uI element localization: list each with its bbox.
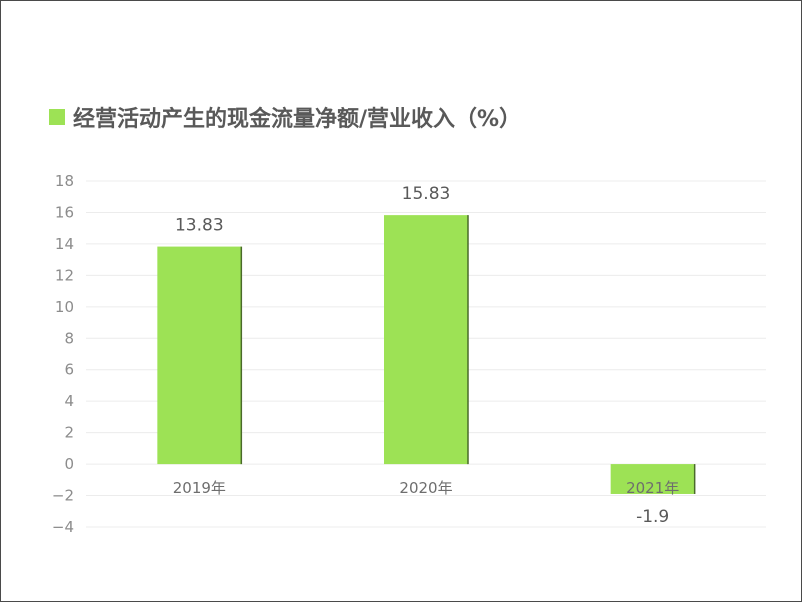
- y-tick-label-7: 4: [64, 392, 74, 410]
- y-tick-label-0: 18: [55, 172, 74, 190]
- data-label-2: -1.9: [636, 507, 669, 527]
- y-tick-label-5: 8: [64, 329, 74, 347]
- category-label-0: 2019年: [173, 479, 226, 497]
- bar-1: [384, 215, 468, 465]
- y-tick-label-1: 16: [55, 203, 74, 221]
- y-tick-label-8: 2: [64, 424, 74, 442]
- chart-title: 经营活动产生的现金流量净额/营业收入（%）: [73, 107, 522, 132]
- legend-swatch: [49, 109, 65, 125]
- y-tick-label-2: 14: [55, 235, 74, 253]
- y-tick-label-4: 10: [55, 298, 74, 316]
- bar-2: [610, 464, 695, 494]
- y-tick-label-11: −4: [52, 518, 74, 536]
- y-tick-label-10: −2: [52, 487, 74, 505]
- y-tick-label-3: 12: [55, 266, 74, 284]
- data-label-0: 13.83: [175, 216, 224, 236]
- bar-0: [157, 246, 242, 465]
- y-tick-label-6: 6: [64, 361, 74, 379]
- category-label-2: 2021年: [626, 479, 679, 497]
- chart-header: 经营活动产生的现金流量净额/营业收入（%）: [49, 101, 521, 133]
- category-label-1: 2020年: [399, 479, 452, 497]
- y-tick-label-9: 0: [64, 455, 74, 473]
- data-label-1: 15.83: [402, 184, 451, 204]
